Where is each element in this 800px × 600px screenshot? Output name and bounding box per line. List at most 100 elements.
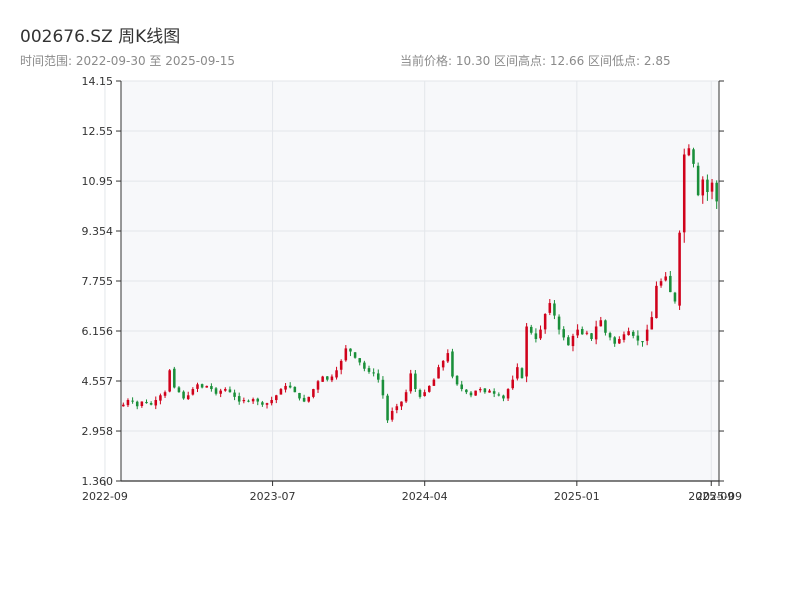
candle-body xyxy=(261,402,264,405)
candle-body xyxy=(237,396,241,402)
candle-body xyxy=(159,395,162,401)
candle-body xyxy=(191,389,195,395)
candle-body xyxy=(404,392,408,402)
candle-body xyxy=(673,292,677,302)
candle-body xyxy=(529,326,533,333)
candle-body xyxy=(516,367,519,379)
candle-body xyxy=(692,149,695,164)
candle-body xyxy=(548,303,552,313)
candle-body xyxy=(520,368,524,379)
candle-body xyxy=(200,384,204,388)
candle-body xyxy=(395,406,399,411)
candle-body xyxy=(126,399,130,406)
candle-body xyxy=(326,376,329,380)
candle-body xyxy=(590,333,593,340)
candle-body xyxy=(613,337,616,344)
candle-body xyxy=(409,373,413,392)
candle-body xyxy=(585,332,589,334)
candle-body xyxy=(594,326,598,340)
candle-body xyxy=(312,389,315,397)
candle-body xyxy=(279,389,283,395)
candle-body xyxy=(631,331,635,336)
candle-body xyxy=(363,362,366,369)
candle-body xyxy=(358,358,362,363)
candle-body xyxy=(270,399,273,404)
candle-body xyxy=(483,388,487,393)
candle-body xyxy=(182,391,185,399)
candle-body xyxy=(214,388,218,394)
candle-body xyxy=(567,337,570,346)
candle-body xyxy=(678,232,681,306)
candle-body xyxy=(715,182,718,202)
y-tick-label: 4.557 xyxy=(82,375,114,388)
candle-body xyxy=(242,399,246,402)
candle-body xyxy=(451,351,454,377)
y-tick-label: 10.95 xyxy=(82,175,114,188)
candle-body xyxy=(562,329,565,338)
candle-body xyxy=(381,379,385,396)
candle-body xyxy=(131,400,134,402)
candle-body xyxy=(650,317,654,330)
candle-body xyxy=(302,397,306,402)
candle-body xyxy=(349,348,352,352)
candle-body xyxy=(390,410,394,420)
candle-body xyxy=(251,399,255,402)
candle-body xyxy=(571,335,575,347)
candle-body xyxy=(256,398,260,402)
candle-body xyxy=(710,182,714,192)
candle-body xyxy=(353,352,357,358)
x-tick-label: 2025-09 xyxy=(696,490,742,503)
candle-body xyxy=(664,276,667,281)
candle-body xyxy=(330,376,334,381)
candle-body xyxy=(636,335,640,341)
y-tick-label: 1.360 xyxy=(82,475,114,488)
candle-body xyxy=(177,387,181,393)
candle-body xyxy=(437,367,440,379)
price-stats-label: 当前价格: 10.30 区间高点: 12.66 区间低点: 2.85 xyxy=(400,54,671,68)
candle-body xyxy=(469,392,473,396)
candle-body xyxy=(339,360,343,370)
candle-body xyxy=(645,329,649,341)
candle-body xyxy=(701,179,705,196)
candle-body xyxy=(400,401,403,407)
candle-body xyxy=(173,368,176,388)
candle-body xyxy=(543,313,547,330)
candle-body xyxy=(488,390,491,393)
candle-body xyxy=(446,353,450,362)
y-tick-label: 9.354 xyxy=(82,225,114,238)
x-tick-label: 2024-04 xyxy=(402,490,448,503)
candle-body xyxy=(659,281,663,286)
candle-body xyxy=(233,392,236,397)
candle-body xyxy=(418,389,422,397)
candle-body xyxy=(502,395,505,399)
candle-body xyxy=(557,316,561,330)
candle-body xyxy=(655,285,658,319)
date-range-label: 时间范围: 2022-09-30 至 2025-09-15 xyxy=(20,54,235,68)
candle-body xyxy=(641,341,644,343)
candle-body xyxy=(441,360,445,368)
candle-body xyxy=(135,401,139,407)
candle-body xyxy=(580,329,584,335)
candle-body xyxy=(627,331,630,336)
candle-body xyxy=(414,373,417,390)
candle-body xyxy=(465,389,468,393)
candle-body xyxy=(474,390,477,396)
candle-body xyxy=(228,389,232,393)
candle-body xyxy=(386,395,389,421)
candle-body xyxy=(275,395,278,401)
candle-body xyxy=(145,401,148,404)
candle-body xyxy=(186,395,190,400)
candle-body xyxy=(293,386,297,393)
y-tick-label: 6.156 xyxy=(82,325,114,338)
candle-body xyxy=(427,385,431,392)
candle-body xyxy=(321,376,324,382)
candle-body xyxy=(372,372,375,374)
candle-body xyxy=(696,165,700,196)
candle-body xyxy=(506,389,510,399)
candle-body xyxy=(687,148,691,156)
candle-body xyxy=(247,400,250,402)
candle-body xyxy=(599,320,603,327)
candle-body xyxy=(478,389,482,391)
candle-body xyxy=(377,373,380,380)
